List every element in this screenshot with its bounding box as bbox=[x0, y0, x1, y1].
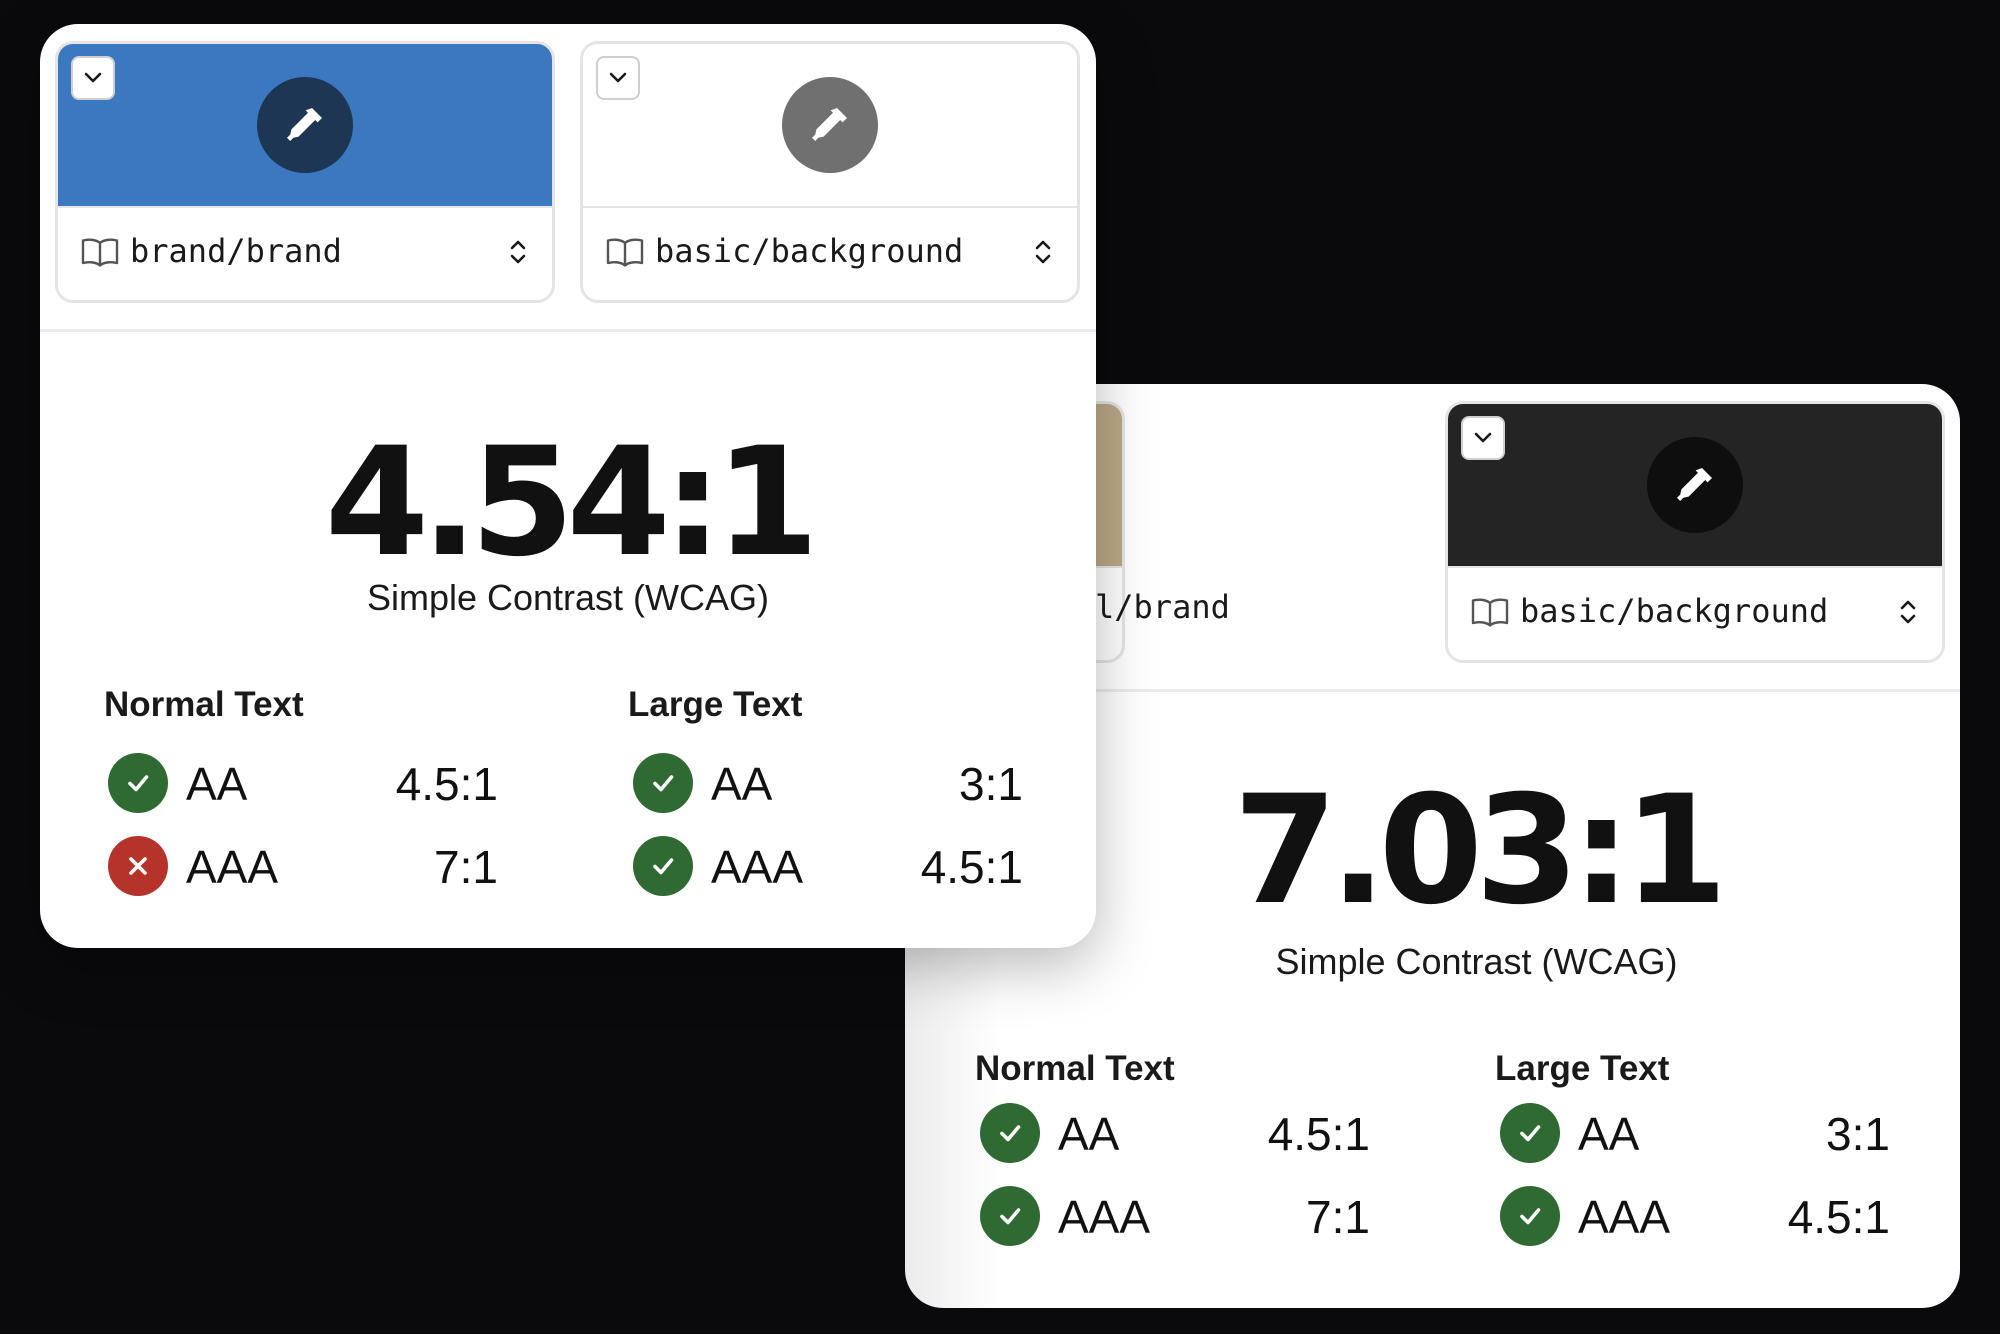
contrast-panel-light: brand/brand basic/backgrou bbox=[40, 24, 1096, 948]
large-aa-result: AA 3:1 bbox=[633, 751, 1023, 815]
status-icon bbox=[1500, 1103, 1560, 1163]
collapse-button[interactable] bbox=[71, 56, 115, 100]
status-icon bbox=[108, 836, 168, 896]
check-icon bbox=[128, 775, 149, 792]
chevron-down-icon bbox=[1474, 432, 1492, 443]
required-ratio: 3:1 bbox=[959, 758, 1023, 810]
normal-aaa-result: AAA 7:1 bbox=[108, 834, 498, 898]
book-icon bbox=[81, 238, 119, 267]
eyedropper-button[interactable] bbox=[782, 77, 878, 173]
foreground-color-picker: brand/brand bbox=[55, 41, 555, 303]
chevron-down-icon bbox=[84, 72, 102, 83]
token-selector[interactable]: basic/background bbox=[583, 206, 1077, 300]
background-color-picker: basic/background bbox=[580, 41, 1080, 303]
eyedropper-icon bbox=[812, 108, 847, 141]
x-icon bbox=[129, 857, 147, 875]
normal-text-header: Normal Text bbox=[104, 685, 304, 724]
status-icon bbox=[980, 1103, 1040, 1163]
check-icon bbox=[653, 775, 674, 792]
eyedropper-button[interactable] bbox=[257, 77, 353, 173]
required-ratio: 7:1 bbox=[434, 841, 498, 893]
background-swatch[interactable] bbox=[1448, 404, 1942, 568]
collapse-button[interactable] bbox=[1461, 416, 1505, 460]
normal-text-header: Normal Text bbox=[975, 1049, 1175, 1088]
normal-aa-result: AA 4.5:1 bbox=[980, 1101, 1370, 1165]
level-label: AAA bbox=[1058, 1191, 1151, 1243]
contrast-ratio: 4.54:1 bbox=[324, 416, 819, 590]
book-icon bbox=[606, 238, 644, 267]
eyedropper-icon bbox=[1677, 468, 1712, 501]
token-selector[interactable]: basic/background bbox=[1448, 566, 1942, 660]
eyedropper-button[interactable] bbox=[1647, 437, 1743, 533]
chevron-down-icon bbox=[609, 72, 627, 83]
required-ratio: 3:1 bbox=[1826, 1108, 1890, 1160]
level-label: AAA bbox=[711, 841, 804, 893]
status-icon bbox=[980, 1186, 1040, 1246]
large-aaa-result: AAA 4.5:1 bbox=[633, 834, 1023, 898]
level-label: AA bbox=[1058, 1108, 1120, 1160]
required-ratio: 4.5:1 bbox=[920, 841, 1023, 893]
status-icon bbox=[633, 836, 693, 896]
check-icon bbox=[1520, 1208, 1541, 1225]
collapse-button[interactable] bbox=[596, 56, 640, 100]
token-name: basic/background bbox=[655, 232, 964, 270]
level-label: AAA bbox=[186, 841, 279, 893]
book-icon bbox=[1471, 598, 1509, 627]
token-name: l/brand bbox=[1095, 588, 1230, 626]
level-label: AA bbox=[711, 758, 773, 810]
check-icon bbox=[653, 858, 674, 875]
status-icon bbox=[1500, 1186, 1560, 1246]
foreground-swatch[interactable] bbox=[58, 44, 552, 208]
token-selector[interactable]: brand/brand bbox=[58, 206, 552, 300]
required-ratio: 4.5:1 bbox=[1787, 1191, 1890, 1243]
token-name: basic/background bbox=[1520, 592, 1829, 630]
required-ratio: 4.5:1 bbox=[1267, 1108, 1370, 1160]
background-swatch[interactable] bbox=[583, 44, 1077, 208]
chevron-up-down-icon bbox=[510, 240, 526, 264]
large-text-header: Large Text bbox=[1495, 1049, 1670, 1088]
check-icon bbox=[1000, 1208, 1021, 1225]
token-name: brand/brand bbox=[130, 232, 342, 270]
large-aaa-result: AAA 4.5:1 bbox=[1500, 1184, 1890, 1248]
contrast-ratio-label: Simple Contrast (WCAG) bbox=[1275, 941, 1678, 982]
status-icon bbox=[633, 753, 693, 813]
background-color-picker: basic/background bbox=[1445, 401, 1945, 663]
level-label: AA bbox=[186, 758, 248, 810]
level-label: AAA bbox=[1578, 1191, 1671, 1243]
large-aa-result: AA 3:1 bbox=[1500, 1101, 1890, 1165]
divider bbox=[905, 689, 1960, 692]
required-ratio: 4.5:1 bbox=[395, 758, 498, 810]
chevron-up-down-icon bbox=[1035, 240, 1051, 264]
check-icon bbox=[1520, 1125, 1541, 1142]
contrast-ratio-label: Simple Contrast (WCAG) bbox=[366, 577, 770, 618]
eyedropper-icon bbox=[287, 108, 322, 141]
level-label: AA bbox=[1578, 1108, 1640, 1160]
status-icon bbox=[108, 753, 168, 813]
normal-aaa-result: AAA 7:1 bbox=[980, 1184, 1370, 1248]
contrast-ratio: 7.03:1 bbox=[1233, 764, 1727, 938]
chevron-up-down-icon bbox=[1900, 600, 1916, 624]
check-icon bbox=[1000, 1125, 1021, 1142]
divider bbox=[40, 329, 1096, 332]
normal-aa-result: AA 4.5:1 bbox=[108, 751, 498, 815]
required-ratio: 7:1 bbox=[1306, 1191, 1370, 1243]
large-text-header: Large Text bbox=[628, 685, 803, 724]
